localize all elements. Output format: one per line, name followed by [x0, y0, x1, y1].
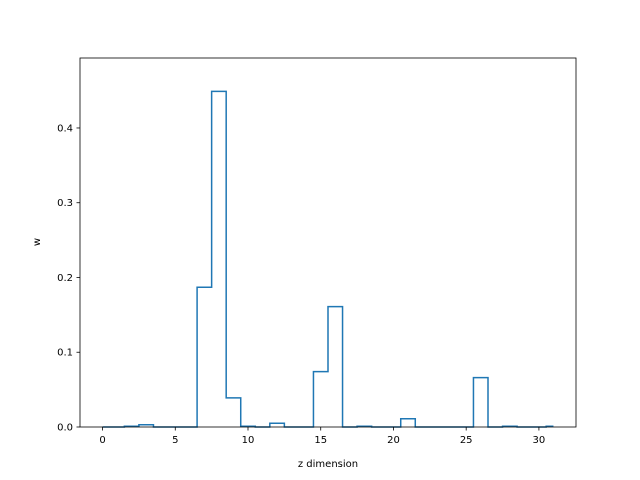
x-tick-label: 0 [99, 435, 105, 446]
x-tick-label: 15 [314, 435, 327, 446]
x-tick-label: 10 [242, 435, 255, 446]
x-tick-label: 5 [172, 435, 178, 446]
y-tick-label: 0.1 [57, 348, 73, 359]
plot-frame [79, 57, 577, 428]
y-tick-label: 0.4 [57, 123, 73, 134]
x-axis-label: z dimension [298, 459, 358, 470]
y-axis-label: w [32, 238, 43, 246]
y-tick-label: 0.3 [57, 198, 73, 209]
x-tick-label: 30 [533, 435, 546, 446]
x-axis: 0 5 10 15 20 25 30 [99, 427, 545, 446]
y-tick-label: 0.0 [57, 423, 73, 434]
y-axis: 0.0 0.1 0.2 0.3 0.4 [57, 123, 80, 434]
y-tick-label: 0.2 [57, 273, 73, 284]
x-tick-label: 25 [460, 435, 473, 446]
x-tick-label: 20 [387, 435, 400, 446]
